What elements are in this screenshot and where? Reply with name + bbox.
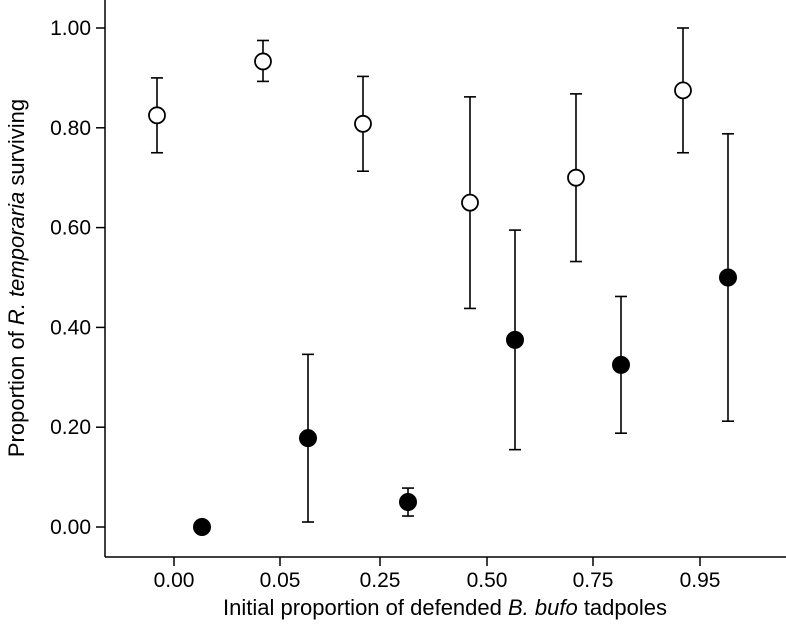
x-axis-label-part: tadpoles	[578, 595, 667, 620]
filled-point	[506, 330, 524, 349]
open-point	[148, 106, 166, 125]
open-point	[567, 168, 585, 187]
filled-point	[719, 268, 737, 287]
y-tick-label: 0.60	[50, 217, 91, 240]
x-tick-label: 0.75	[573, 569, 614, 592]
filled-point	[612, 355, 630, 374]
y-axis-label-species: R. temporaria	[4, 192, 29, 325]
y-axis-label: Proportion of R. temporaria surviving	[4, 99, 29, 457]
y-tick-label: 0.20	[50, 416, 91, 439]
x-axis-label-part: Initial proportion of defended	[223, 595, 508, 620]
y-tick-label: 0.80	[50, 117, 91, 140]
filled-point	[193, 518, 211, 536]
y-tick-label: 0.00	[50, 516, 91, 539]
x-tick-label: 0.95	[680, 569, 721, 592]
x-axis-label-species: B. bufo	[508, 595, 578, 620]
open-point	[354, 114, 372, 133]
y-tick-label: 0.40	[50, 316, 91, 339]
x-tick-label: 0.00	[154, 569, 195, 592]
x-tick-label: 0.50	[467, 569, 508, 592]
data-points	[148, 27, 737, 536]
x-axis-label: Initial proportion of defended B. bufo t…	[223, 595, 667, 620]
open-point	[674, 81, 692, 100]
y-axis-ticks: 0.00 0.20 0.40 0.60 0.80 1.00	[50, 17, 105, 539]
open-point	[254, 52, 272, 71]
x-tick-label: 0.05	[260, 569, 301, 592]
y-axis-label-part: surviving	[4, 99, 29, 192]
filled-point	[299, 429, 317, 448]
x-tick-label: 0.25	[360, 569, 401, 592]
x-axis-ticks: 0.00 0.05 0.25 0.50 0.75 0.95	[154, 557, 721, 592]
open-point	[461, 193, 479, 212]
y-axis-label-part: Proportion of	[4, 325, 29, 457]
filled-point	[399, 493, 417, 512]
y-tick-label: 1.00	[50, 17, 91, 40]
